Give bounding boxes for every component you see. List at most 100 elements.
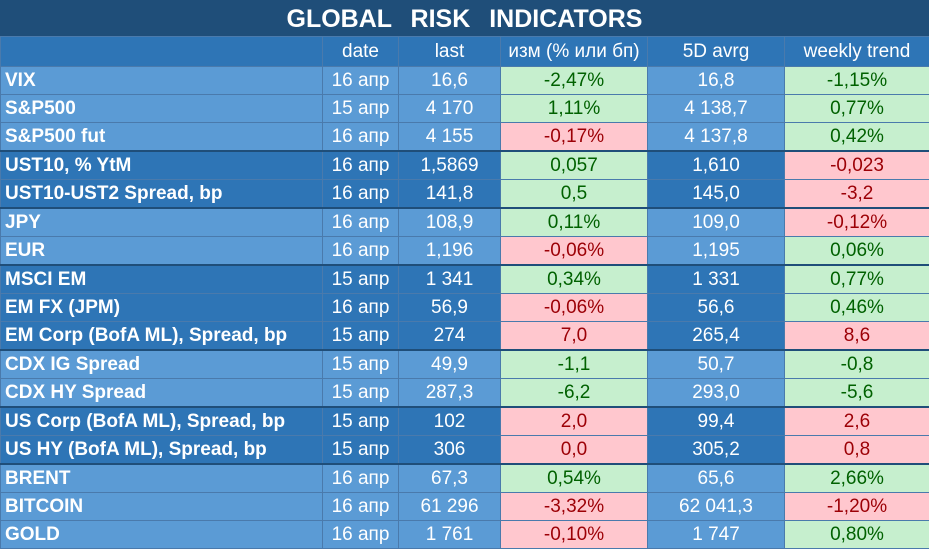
- indicator-weekly-trend: 0,77%: [785, 265, 929, 294]
- indicator-weekly-trend: 2,66%: [785, 464, 929, 493]
- indicator-weekly-trend: -0,8: [785, 350, 929, 379]
- indicator-date: 16 апр: [323, 180, 399, 209]
- indicator-weekly-trend: -3,2: [785, 180, 929, 209]
- indicator-date: 16 апр: [323, 493, 399, 521]
- indicator-name: BITCOIN: [1, 493, 323, 521]
- indicator-last: 56,9: [399, 294, 501, 322]
- indicator-date: 15 апр: [323, 322, 399, 351]
- indicator-change: 0,34%: [501, 265, 648, 294]
- indicator-5d-avrg: 1 331: [648, 265, 785, 294]
- indicator-change: -0,17%: [501, 123, 648, 152]
- indicator-weekly-trend: 2,6: [785, 407, 929, 436]
- indicator-date: 15 апр: [323, 436, 399, 465]
- risk-indicators-sheet: GLOBAL RISK INDICATORS date last изм (% …: [0, 0, 929, 527]
- indicator-last: 1,196: [399, 237, 501, 266]
- indicator-change: -3,32%: [501, 493, 648, 521]
- indicator-date: 16 апр: [323, 123, 399, 152]
- indicator-change: 1,11%: [501, 95, 648, 123]
- indicator-date: 16 апр: [323, 67, 399, 95]
- indicator-5d-avrg: 109,0: [648, 208, 785, 237]
- indicator-change: 0,5: [501, 180, 648, 209]
- indicator-change: -0,06%: [501, 237, 648, 266]
- indicator-5d-avrg: 265,4: [648, 322, 785, 351]
- indicator-name: VIX: [1, 67, 323, 95]
- indicator-last: 306: [399, 436, 501, 465]
- indicator-name: S&P500 fut: [1, 123, 323, 152]
- indicator-name: JPY: [1, 208, 323, 237]
- indicator-name: US HY (BofA ML), Spread, bp: [1, 436, 323, 465]
- indicator-last: 141,8: [399, 180, 501, 209]
- indicator-change: 0,0: [501, 436, 648, 465]
- indicator-date: 16 апр: [323, 294, 399, 322]
- indicator-name: EUR: [1, 237, 323, 266]
- indicator-5d-avrg: 50,7: [648, 350, 785, 379]
- indicator-name: BRENT: [1, 464, 323, 493]
- indicator-5d-avrg: 145,0: [648, 180, 785, 209]
- indicator-last: 108,9: [399, 208, 501, 237]
- indicator-5d-avrg: 62 041,3: [648, 493, 785, 521]
- indicator-name: US Corp (BofA ML), Spread, bp: [1, 407, 323, 436]
- indicator-date: 15 апр: [323, 265, 399, 294]
- indicator-date: 16 апр: [323, 464, 399, 493]
- indicator-change: 7,0: [501, 322, 648, 351]
- indicator-change: -0,10%: [501, 521, 648, 549]
- indicator-weekly-trend: -1,20%: [785, 493, 929, 521]
- indicator-last: 4 155: [399, 123, 501, 152]
- indicator-date: 16 апр: [323, 237, 399, 266]
- indicator-weekly-trend: 0,80%: [785, 521, 929, 549]
- indicator-date: 15 апр: [323, 407, 399, 436]
- indicator-change: 0,057: [501, 151, 648, 180]
- indicator-name: S&P500: [1, 95, 323, 123]
- header-change: изм (% или бп): [501, 37, 648, 67]
- indicator-weekly-trend: 0,46%: [785, 294, 929, 322]
- header-5d-avrg: 5D avrg: [648, 37, 785, 67]
- indicator-last: 67,3: [399, 464, 501, 493]
- indicator-date: 16 апр: [323, 521, 399, 549]
- indicator-name: EM FX (JPM): [1, 294, 323, 322]
- indicator-last: 61 296: [399, 493, 501, 521]
- indicator-last: 1 761: [399, 521, 501, 549]
- header-date: date: [323, 37, 399, 67]
- indicator-change: 0,11%: [501, 208, 648, 237]
- indicator-name: MSCI EM: [1, 265, 323, 294]
- indicator-date: 16 апр: [323, 151, 399, 180]
- indicator-weekly-trend: -5,6: [785, 379, 929, 408]
- indicator-5d-avrg: 1,610: [648, 151, 785, 180]
- indicator-weekly-trend: -1,15%: [785, 67, 929, 95]
- indicator-change: -0,06%: [501, 294, 648, 322]
- indicator-5d-avrg: 293,0: [648, 379, 785, 408]
- indicator-name: CDX HY Spread: [1, 379, 323, 408]
- header-weekly-trend: weekly trend: [785, 37, 929, 67]
- indicator-5d-avrg: 65,6: [648, 464, 785, 493]
- indicator-weekly-trend: -0,12%: [785, 208, 929, 237]
- indicator-5d-avrg: 305,2: [648, 436, 785, 465]
- indicator-date: 16 апр: [323, 208, 399, 237]
- table-title: GLOBAL RISK INDICATORS: [0, 0, 929, 36]
- indicator-weekly-trend: 0,42%: [785, 123, 929, 152]
- header-name: [1, 37, 323, 67]
- indicator-last: 1,5869: [399, 151, 501, 180]
- indicator-change: -2,47%: [501, 67, 648, 95]
- indicator-weekly-trend: -0,023: [785, 151, 929, 180]
- indicator-5d-avrg: 16,8: [648, 67, 785, 95]
- indicator-5d-avrg: 1,195: [648, 237, 785, 266]
- indicator-weekly-trend: 0,77%: [785, 95, 929, 123]
- indicator-weekly-trend: 8,6: [785, 322, 929, 351]
- indicator-last: 4 170: [399, 95, 501, 123]
- indicator-last: 102: [399, 407, 501, 436]
